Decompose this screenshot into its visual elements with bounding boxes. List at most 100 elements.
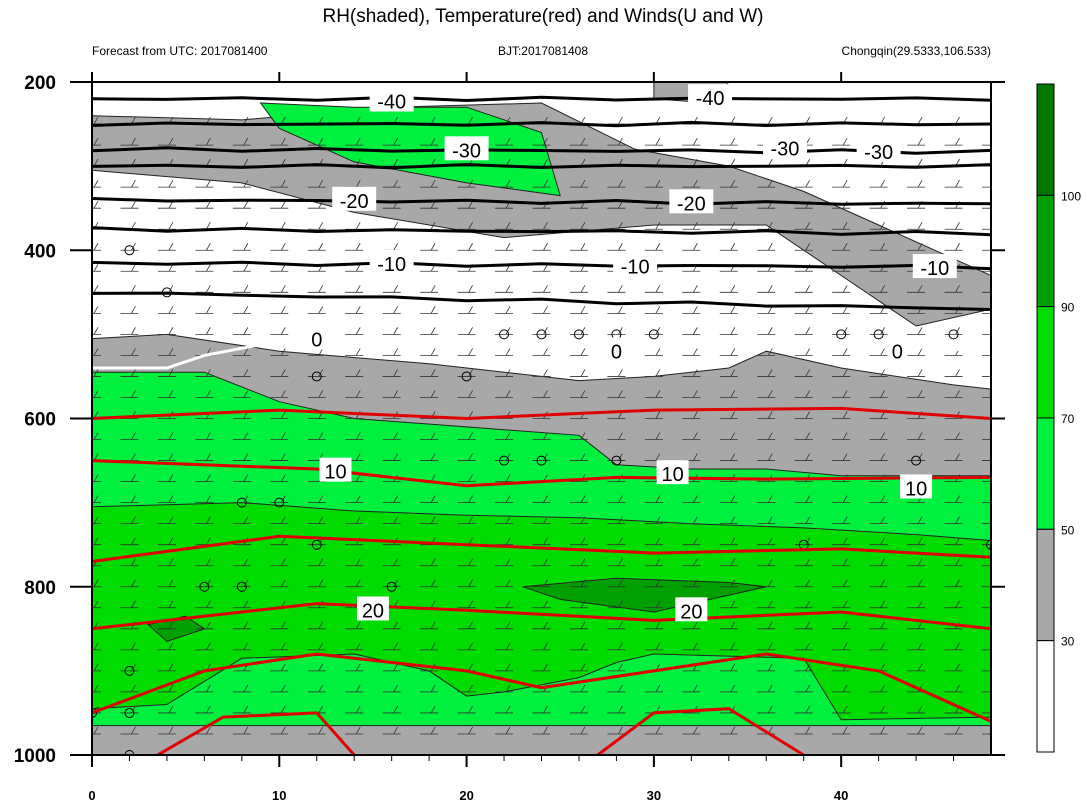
wind-barb-flag	[168, 327, 174, 335]
isotherm-label-red-1: 10	[661, 464, 683, 486]
wind-barb-flag	[580, 684, 586, 693]
wind-barb-flag	[692, 285, 698, 293]
wind-barb-flag	[168, 243, 174, 251]
isotherm-label-red-0-bg	[319, 457, 352, 482]
wind-barb-flag	[131, 516, 136, 524]
wind-barb-flag	[993, 201, 997, 208]
x-tick-label-2: 20	[459, 788, 473, 803]
wind-barb-flag	[318, 390, 324, 398]
wind-barb-flag	[955, 726, 960, 735]
wind-barb-flag	[880, 179, 885, 188]
wind-barb-flag	[206, 453, 211, 461]
wind-barb-flag	[393, 453, 399, 461]
wind-barb-flag	[93, 600, 99, 608]
wind-barb-flag	[655, 411, 661, 419]
wind-barb-flag	[580, 558, 586, 566]
wind-barb-flag	[692, 684, 698, 693]
wind-barb-flag	[505, 474, 511, 482]
wind-barb-flag	[767, 453, 773, 461]
wind-barb-flag	[993, 727, 997, 734]
wind-barb-flag	[393, 243, 399, 251]
wind-barb-flag	[993, 138, 997, 145]
wind-barb-flag	[168, 600, 174, 608]
wind-barb-flag	[93, 264, 99, 272]
wind-barb-flag	[505, 642, 511, 651]
wind-barb-flag	[618, 600, 623, 608]
wind-barb-flag	[355, 642, 361, 651]
wind-barb-flag	[243, 516, 249, 524]
wind-barb-flag	[993, 496, 997, 503]
wind-barb-flag	[505, 705, 511, 714]
wind-barb-flag	[730, 411, 736, 419]
wind-barb-flag	[355, 495, 361, 503]
wind-barb-flag	[505, 390, 511, 398]
wind-barb-flag	[805, 642, 811, 651]
wind-barb-flag	[692, 537, 698, 545]
wind-barb-flag	[543, 663, 548, 672]
wind-barb-flag	[168, 684, 174, 693]
wind-barb-flag	[280, 243, 286, 251]
wind-barb-flag	[468, 390, 473, 398]
wind-barb-flag	[993, 475, 997, 482]
wind-barb-flag	[618, 200, 623, 209]
wind-barb-flag	[168, 495, 174, 503]
wind-barb-flag	[767, 537, 773, 545]
calm-circle-2	[499, 329, 510, 340]
wind-barb-flag	[692, 516, 698, 524]
wind-barb-flag	[730, 516, 736, 524]
isotherm-label-black-6: -20	[677, 193, 706, 215]
wind-barb-flag	[468, 474, 473, 482]
wind-barb-flag	[842, 137, 848, 146]
wind-barb-flag	[131, 264, 136, 272]
calm-circle-8	[873, 329, 884, 340]
calm-circle-9	[948, 329, 959, 340]
wind-barb-flag	[580, 453, 586, 461]
wind-barb-flag	[580, 137, 586, 146]
isotherm-red-4	[92, 652, 991, 723]
wind-barb-flag	[243, 390, 249, 398]
wind-barb-flag	[131, 705, 136, 714]
wind-barb-flag	[168, 516, 174, 524]
colorbar-label-2: 70	[1061, 412, 1075, 426]
wind-barb-flag	[917, 621, 923, 630]
wind-barb-flag	[280, 348, 286, 356]
chart-subtitle-center: BJT:2017081408	[498, 44, 588, 58]
isotherm-label-black-8-bg	[613, 252, 658, 277]
wind-barb-flag	[206, 306, 211, 314]
isotherm-label-red-4-bg	[675, 597, 708, 622]
wind-barb-flag	[505, 621, 511, 630]
wind-barb-flag	[655, 621, 661, 630]
wind-barb-flag	[655, 179, 661, 188]
wind-barb-flag	[955, 285, 960, 293]
wind-barb-flag	[655, 537, 661, 545]
isotherm-zero	[92, 337, 991, 370]
wind-barb-flag	[580, 516, 586, 524]
wind-barb-flag	[618, 579, 623, 587]
wind-barb-flag	[93, 579, 99, 587]
y-tick-label-2: 600	[24, 410, 56, 431]
wind-barb-flag	[618, 432, 623, 440]
wind-barb-flag	[355, 306, 361, 314]
wind-barb-flag	[355, 432, 361, 440]
wind-barb-flag	[430, 179, 436, 188]
wind-barb-flag	[206, 621, 211, 630]
wind-barb-flag	[355, 726, 361, 735]
calm-circle-27	[124, 750, 135, 755]
wind-barb-flag	[393, 158, 399, 167]
wind-barb-flag	[805, 537, 811, 545]
wind-barb-flag	[430, 369, 436, 377]
wind-barb-flag	[168, 285, 174, 293]
calm-circle-14	[611, 455, 622, 466]
wind-barb-flag	[393, 642, 399, 651]
wind-barb-flag	[993, 454, 997, 461]
wind-barb-flag	[393, 348, 399, 356]
chart-subtitle-right: Chongqin(29.5333,106.533)	[842, 44, 991, 58]
isotherm-black-7	[92, 291, 991, 311]
wind-barb-flag	[505, 327, 511, 335]
wind-barb-flag	[842, 495, 848, 503]
wind-barb-flag	[131, 642, 136, 651]
wind-barb-flag	[206, 327, 211, 335]
wind-barb-flag	[955, 453, 960, 461]
isotherm-label-black-7-bg	[369, 249, 414, 274]
wind-barb-flag	[131, 684, 136, 693]
